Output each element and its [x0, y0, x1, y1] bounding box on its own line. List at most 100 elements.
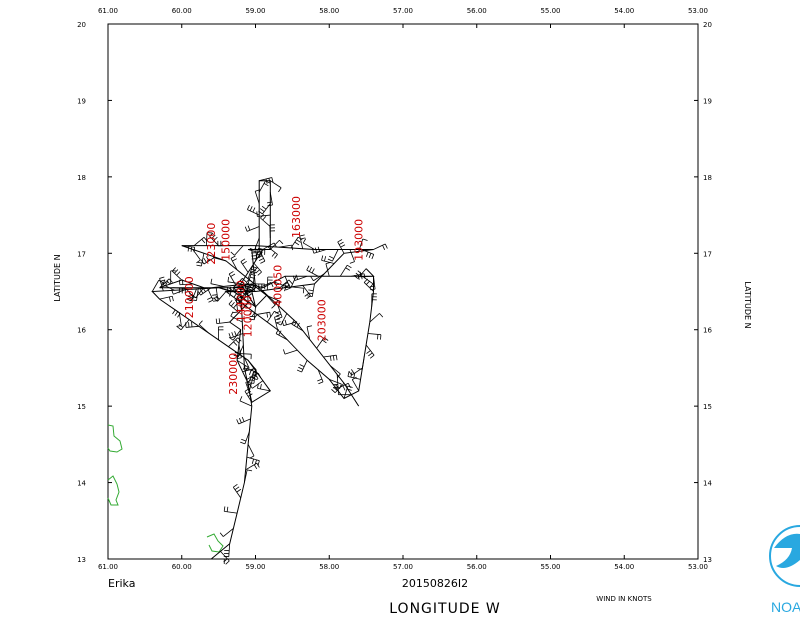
wind-barb-feather	[336, 373, 341, 379]
lat-tick-label-right: 18	[703, 174, 712, 182]
wind-barb-feather	[275, 318, 281, 321]
wind-barb-feather	[174, 269, 179, 274]
wind-barb-staff	[185, 287, 194, 299]
wind-barb-feather	[244, 285, 248, 290]
wind-barb	[232, 484, 242, 499]
wind-barb-feather	[228, 336, 234, 341]
wind-barb-staff	[237, 298, 243, 311]
wind-barb-staff	[269, 239, 280, 250]
wind-barb-feather	[307, 292, 313, 295]
wind-barb-staff	[284, 349, 298, 355]
wind-barb	[244, 469, 253, 483]
lon-tick-label-bottom: 61.00	[98, 563, 118, 571]
wind-barb-staff	[162, 284, 175, 291]
wind-barb	[281, 319, 297, 327]
wind-barb-feather	[329, 355, 332, 362]
wind-barb	[321, 255, 335, 264]
wind-barb-feather	[323, 337, 329, 341]
wind-barb-staff	[178, 312, 182, 326]
wind-barb-staff	[330, 365, 341, 375]
wind-barb	[275, 304, 283, 320]
wind-barb-staff	[196, 287, 199, 301]
wind-barb-staff	[294, 275, 308, 281]
wind-barb-staff	[260, 217, 271, 227]
lon-tick-label-top: 60.00	[172, 7, 192, 15]
wind-barb	[228, 329, 242, 341]
wind-barb-feather	[159, 276, 165, 279]
wind-barb-feather	[322, 339, 327, 344]
wind-barb-staff	[275, 333, 288, 341]
y-axis-label-left: LATITUDE N	[53, 254, 62, 301]
wind-barb-feather	[234, 351, 240, 355]
wind-barb	[218, 287, 232, 297]
wind-barb-staff	[246, 226, 260, 232]
wind-barb-feather	[329, 255, 334, 259]
wind-barb	[312, 246, 327, 254]
wind-barb-staff	[246, 456, 260, 462]
lon-tick-label-bottom: 59.00	[245, 563, 265, 571]
wind-barb	[361, 249, 375, 260]
wind-barb-feather	[284, 286, 287, 292]
wind-barb-staff	[232, 329, 242, 341]
wind-barb-feather	[176, 271, 181, 276]
wind-barb-feather	[232, 311, 238, 313]
observation-label: 400050	[271, 265, 284, 307]
wind-barb	[330, 365, 341, 379]
wind-barb	[228, 331, 243, 339]
wind-barb	[365, 344, 375, 359]
wind-barb	[223, 506, 238, 514]
wind-barb-feather	[191, 299, 197, 301]
observation-label: 193000	[352, 219, 365, 261]
wind-barb-feather	[317, 378, 323, 382]
wind-barb-staff	[193, 236, 205, 246]
wind-barb-staff	[179, 283, 193, 286]
wind-barb-feather	[168, 278, 173, 283]
wind-barb-feather	[241, 438, 247, 442]
wind-barb-staff	[171, 270, 183, 281]
wind-barb-staff	[363, 282, 374, 292]
wind-barb	[251, 245, 258, 260]
wind-barb-staff	[325, 263, 330, 277]
wind-barb	[227, 286, 241, 293]
wind-barb-staff	[269, 192, 273, 206]
wind-barb-feather	[353, 372, 356, 378]
island-martinique	[107, 475, 120, 506]
wind-barb-feather	[357, 368, 363, 370]
wind-barb-staff	[247, 360, 257, 371]
wind-barb-staff	[347, 376, 361, 380]
wind-barb-feather	[349, 261, 355, 264]
wind-barb-feather	[275, 329, 279, 334]
wind-barb-feather	[384, 243, 388, 249]
wind-barb-feather	[266, 312, 269, 318]
wind-barb-feather	[309, 266, 313, 272]
wind-barb	[246, 306, 258, 319]
wind-barb-staff	[230, 258, 238, 271]
wind-barb	[240, 284, 255, 290]
wind-barb	[291, 319, 304, 332]
wind-barb	[236, 416, 251, 425]
wind-barb	[171, 267, 183, 281]
wind-barb-feather	[335, 384, 340, 389]
wind-barb-staff	[217, 291, 227, 302]
wind-barb	[296, 360, 308, 373]
wind-barb	[302, 285, 311, 300]
island-coastlines	[107, 424, 224, 553]
lat-tick-label-left: 14	[77, 480, 86, 488]
wind-barb-feather	[246, 290, 251, 294]
lat-tick-label-left: 19	[77, 97, 86, 105]
wind-barb-staff	[159, 278, 164, 291]
wind-barb-staff	[334, 382, 345, 393]
wind-barb-staff	[246, 306, 258, 315]
wind-barb-feather	[346, 388, 352, 391]
wind-barb	[205, 232, 213, 246]
wind-barb-feather	[227, 276, 230, 282]
wind-barb-feather	[306, 265, 310, 271]
wind-barb-staff	[321, 259, 335, 264]
wind-barb	[256, 211, 271, 217]
wind-barb-staff	[244, 391, 253, 403]
wind-barb	[197, 287, 212, 296]
wind-barb	[230, 245, 244, 256]
wind-barb-staff	[259, 177, 272, 182]
lat-tick-label-left: 17	[77, 250, 86, 258]
wind-barb-staff	[240, 261, 249, 273]
